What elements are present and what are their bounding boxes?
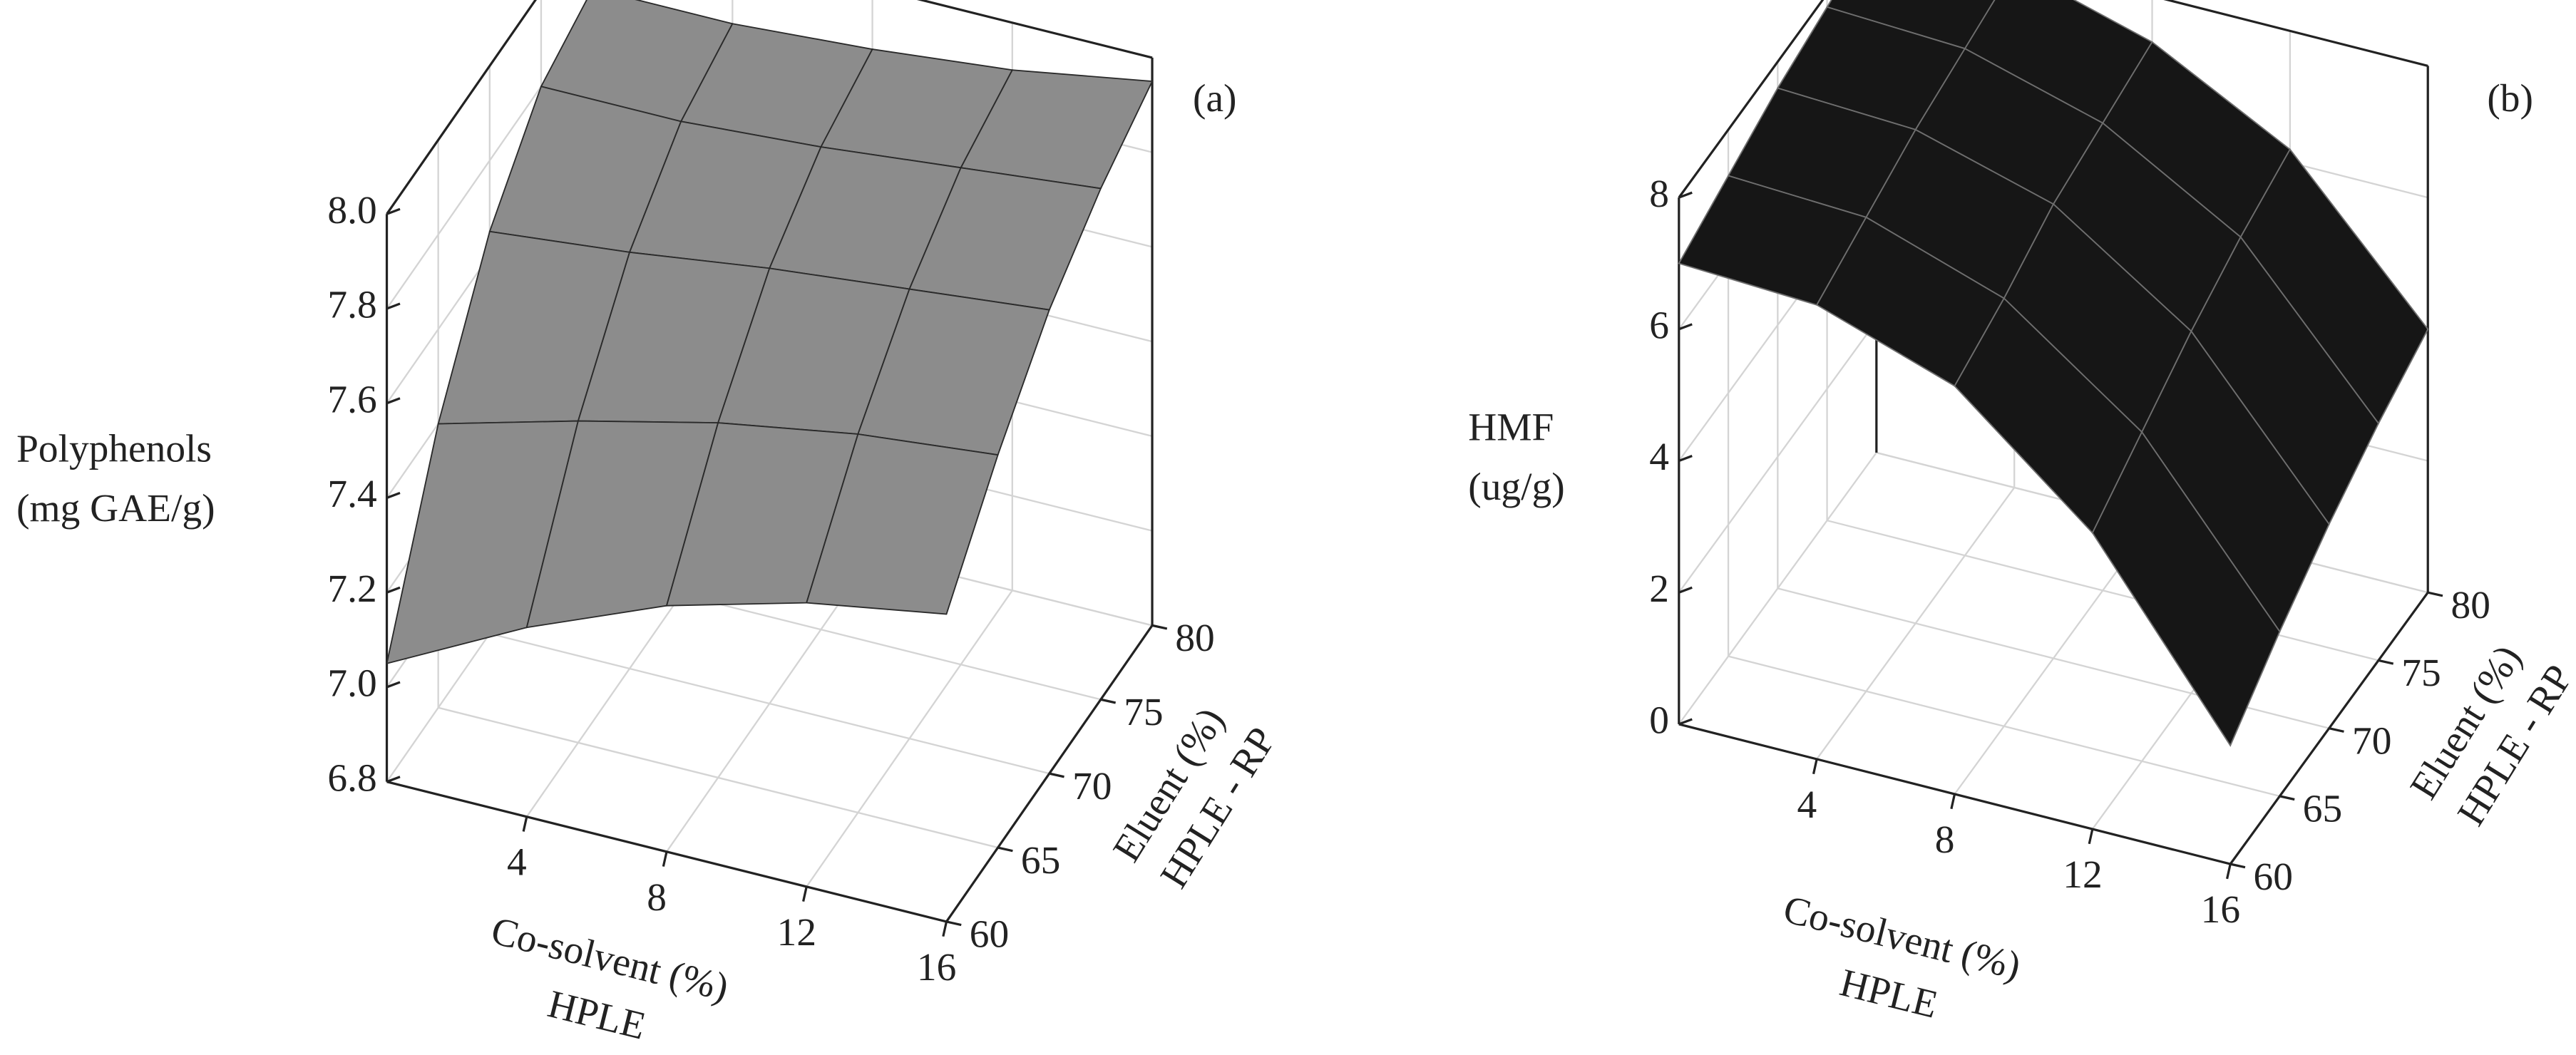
tick-mark bbox=[2225, 863, 2232, 880]
x-tick-label: 8 bbox=[1935, 818, 1955, 861]
x-axis-title: HPLE bbox=[1836, 960, 1942, 1026]
tick-mark bbox=[386, 302, 401, 310]
z-tick-label: 0 bbox=[1649, 699, 1669, 742]
tick-mark bbox=[1812, 758, 1818, 775]
x-tick-label: 16 bbox=[2201, 887, 2240, 931]
tick-mark bbox=[386, 397, 401, 405]
z-tick-label: 7.0 bbox=[327, 662, 376, 705]
x-axis-title: Co-solvent (%) bbox=[487, 908, 733, 1009]
z-tick-label: 7.2 bbox=[327, 567, 376, 610]
x-tick-label: 12 bbox=[2063, 853, 2102, 896]
panel-label: (b) bbox=[2487, 76, 2533, 120]
tick-mark bbox=[1678, 718, 1693, 726]
tick-mark bbox=[386, 776, 401, 783]
y-tick-label: 60 bbox=[970, 912, 1009, 956]
grid-line bbox=[438, 706, 998, 849]
z-tick-label: 7.4 bbox=[327, 472, 376, 515]
y-tick-label: 70 bbox=[2352, 719, 2391, 762]
tick-mark bbox=[2088, 828, 2094, 845]
tick-mark bbox=[1678, 455, 1693, 463]
x-axis-title: HPLE bbox=[544, 982, 650, 1048]
tick-mark bbox=[386, 207, 401, 215]
tick-mark bbox=[2378, 659, 2394, 665]
z-tick-label: 6 bbox=[1649, 304, 1669, 347]
tick-mark bbox=[2329, 727, 2344, 733]
surface-patch bbox=[806, 433, 999, 615]
surface-patch bbox=[2091, 431, 2281, 747]
tick-mark bbox=[386, 492, 401, 499]
z-tick-label: 8.0 bbox=[327, 188, 376, 232]
z-tick-label: 8 bbox=[1649, 172, 1669, 215]
z-axis-title: HMF bbox=[1468, 406, 1554, 449]
tick-mark bbox=[946, 920, 962, 927]
tick-mark bbox=[2229, 863, 2246, 869]
tick-mark bbox=[1678, 586, 1693, 594]
tick-mark bbox=[1151, 624, 1168, 630]
tick-mark bbox=[1100, 698, 1117, 704]
tick-mark bbox=[1678, 323, 1693, 331]
tick-mark bbox=[1678, 191, 1693, 199]
y-tick-label: 65 bbox=[1021, 838, 1060, 882]
tick-mark bbox=[386, 586, 401, 594]
x-tick-label: 4 bbox=[1797, 783, 1817, 826]
surface-chart: 6.8 7.0 7.2 7.4 7.6 7.8 8.0 4 8 12 16 60 65 70 75 80 Pol… bbox=[16, 0, 1284, 1048]
z-axis-title: (mg GAE/g) bbox=[16, 486, 215, 530]
grid-line bbox=[1728, 655, 2280, 798]
x-axis-title: Co-solvent (%) bbox=[1780, 887, 2026, 987]
tick-mark bbox=[942, 921, 948, 937]
y-tick-label: 80 bbox=[1175, 616, 1214, 659]
tick-mark bbox=[2427, 591, 2443, 597]
tick-mark bbox=[522, 816, 528, 832]
z-tick-label: 7.8 bbox=[327, 283, 376, 326]
z-axis-title: Polyphenols bbox=[16, 427, 212, 470]
z-tick-label: 2 bbox=[1649, 567, 1669, 610]
grid-line bbox=[1678, 452, 1877, 725]
tick-mark bbox=[1049, 772, 1064, 778]
z-tick-label: 6.8 bbox=[327, 756, 376, 799]
tick-mark bbox=[662, 851, 668, 867]
axis-line bbox=[916, 0, 1153, 59]
x-tick-label: 12 bbox=[777, 910, 816, 954]
z-tick-label: 4 bbox=[1649, 435, 1669, 478]
y-tick-label: 60 bbox=[2254, 855, 2293, 898]
tick-mark bbox=[997, 846, 1013, 853]
axis-line bbox=[1678, 0, 1825, 199]
panel-label: (a) bbox=[1193, 76, 1236, 120]
tick-mark bbox=[386, 681, 401, 689]
axis-line bbox=[386, 0, 537, 215]
grid-line bbox=[1827, 520, 2379, 662]
z-tick-label: 7.6 bbox=[327, 377, 376, 421]
y-tick-label: 65 bbox=[2303, 787, 2342, 830]
grid-line bbox=[489, 632, 1050, 775]
tick-mark bbox=[1950, 793, 1956, 810]
x-tick-label: 8 bbox=[647, 875, 667, 919]
x-tick-label: 16 bbox=[917, 945, 956, 989]
y-tick-label: 75 bbox=[2401, 651, 2441, 694]
z-axis-title: (ug/g) bbox=[1468, 465, 1564, 508]
y-tick-label: 80 bbox=[2451, 583, 2490, 627]
y-tick-label: 70 bbox=[1072, 764, 1112, 808]
x-tick-label: 4 bbox=[507, 840, 527, 884]
tick-mark bbox=[802, 886, 808, 902]
grid-line bbox=[1678, 320, 1877, 593]
tick-mark bbox=[2279, 795, 2295, 801]
axis-line bbox=[2163, 0, 2428, 67]
y-tick-label: 75 bbox=[1124, 690, 1163, 734]
